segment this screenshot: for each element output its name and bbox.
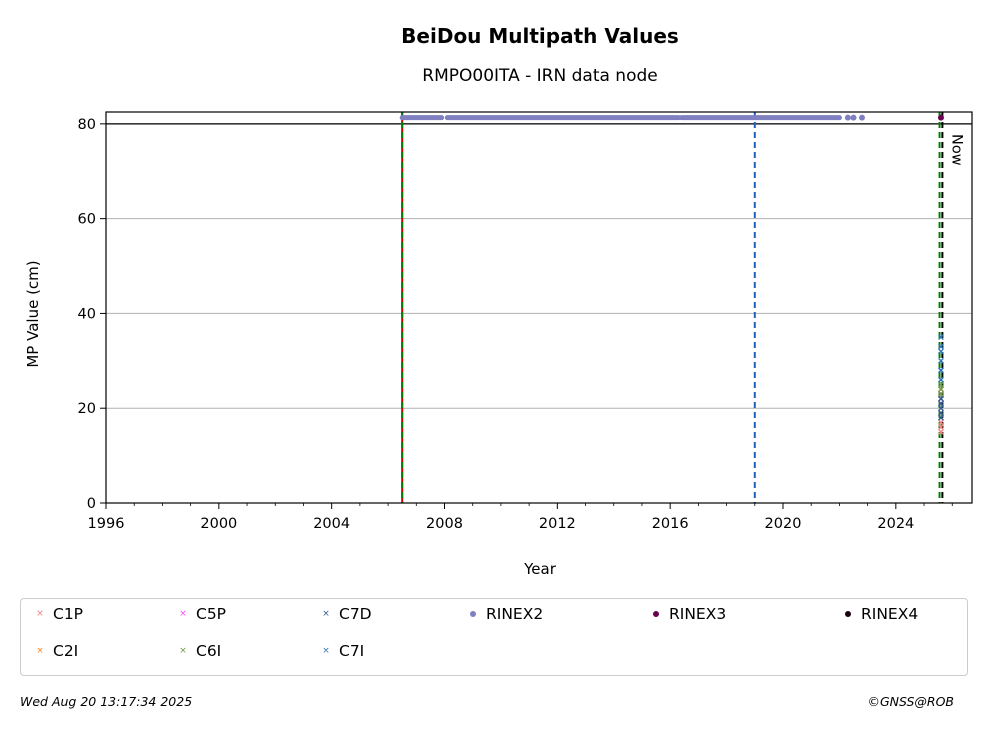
y-tick-label: 20 [78, 401, 96, 417]
y-tick-label: 80 [78, 117, 96, 133]
point-c7i [938, 357, 944, 364]
legend-item-rinex4: RINEX4 [843, 605, 918, 623]
legend-item-c6i: × C6I [178, 642, 221, 660]
legend-label: RINEX2 [486, 605, 544, 623]
x-tick-label: 2024 [877, 516, 914, 532]
legend-marker: × [322, 646, 330, 656]
point-rinex2 [850, 114, 857, 121]
point-c7d [938, 395, 944, 402]
point-rinex2 [858, 114, 865, 121]
x-tick-label: 2016 [652, 516, 689, 532]
point-c7d [938, 414, 944, 421]
x-tick-label: 2012 [539, 516, 576, 532]
point-c7i [938, 367, 944, 374]
x-tick-label: 1996 [88, 516, 125, 532]
legend-marker [470, 611, 476, 617]
data-marks: Now [106, 112, 972, 503]
x-axis-label: Year [523, 560, 557, 578]
x-tick-label: 2004 [313, 516, 350, 532]
x-axis: 1996 2000 2004 2008 2012 2016 2020 2024 [88, 503, 953, 532]
point-c1p [938, 429, 944, 435]
y-tick-label: 60 [78, 212, 96, 228]
x-tick-label: 2020 [765, 516, 802, 532]
y-axis-label: MP Value (cm) [24, 260, 42, 367]
x-tick-label: 2008 [426, 516, 463, 532]
plot-frame [105, 111, 973, 504]
legend-marker [653, 611, 659, 617]
point-c7i [938, 376, 944, 383]
point-c7i [938, 343, 944, 350]
copyright-text: ©GNSS@ROB [867, 694, 954, 709]
point-c7d [938, 410, 944, 416]
now-label: Now [948, 134, 964, 166]
y-axis: 0 20 40 60 80 [78, 117, 106, 512]
timestamp-text: Wed Aug 20 13:17:34 2025 [20, 694, 193, 709]
legend-marker: × [36, 646, 44, 656]
legend-label: C6I [196, 642, 222, 660]
y-tick-label: 40 [78, 306, 96, 322]
legend-item-c7i: × C7I [321, 642, 364, 660]
point-c6i [938, 386, 944, 393]
legend-label: C5P [196, 605, 227, 623]
point-c7i [938, 348, 944, 355]
legend-item-c1p: × C1P [35, 605, 83, 623]
legend-item-rinex3: RINEX3 [651, 605, 726, 623]
legend-label: C2I [53, 642, 79, 660]
legend-label: C7I [339, 642, 365, 660]
point-c6i [938, 381, 944, 388]
grid-lines [106, 123, 972, 409]
legend-label: RINEX3 [669, 605, 727, 623]
legend-marker: × [179, 646, 187, 656]
legend-label: C7D [339, 605, 372, 623]
chart-subtitle: RMPO00ITA - IRN data node [422, 66, 657, 86]
point-c7i [938, 334, 944, 341]
multipath-chart: BeiDou Multipath Values RMPO00ITA - IRN … [24, 24, 973, 578]
legend-marker [845, 611, 851, 617]
point-c7d [938, 400, 944, 407]
y-tick-label: 0 [87, 496, 96, 512]
point-rinex3 [937, 114, 944, 121]
point-c7d [938, 405, 944, 412]
chart-title: BeiDou Multipath Values [401, 24, 679, 48]
legend-item-c7d: × C7D [321, 605, 372, 623]
legend-label: RINEX4 [861, 605, 919, 623]
legend: × C1P × C5P × C7D RINEX2 RINEX3 RINEX4 × C2I × C6I × C… [20, 598, 968, 676]
legend-item-c5p: × C5P [178, 605, 226, 623]
legend-item-c2i: × C2I [35, 642, 78, 660]
x-tick-label: 2000 [200, 516, 237, 532]
point-rinex2 [844, 114, 851, 121]
legend-label: C1P [53, 605, 84, 623]
point-c6i [938, 391, 944, 397]
point-c1p [938, 419, 944, 426]
legend-marker: × [179, 609, 187, 619]
legend-marker: × [36, 609, 44, 619]
point-c1p [938, 424, 944, 431]
legend-item-rinex2: RINEX2 [468, 605, 543, 623]
legend-marker: × [322, 609, 330, 619]
